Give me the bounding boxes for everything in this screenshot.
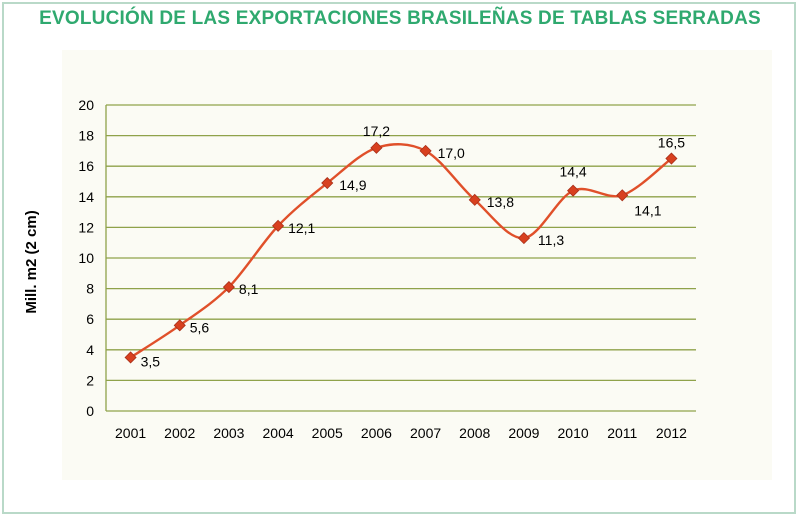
x-tick-label: 2001: [115, 425, 146, 441]
x-tick-label: 2006: [361, 425, 392, 441]
x-tick-label: 2010: [558, 425, 589, 441]
series-line: [129, 143, 673, 359]
grid-lines: [105, 104, 696, 412]
data-point: [272, 219, 285, 232]
data-label: 8,1: [239, 281, 259, 297]
x-tick-label: 2007: [410, 425, 441, 441]
y-tick-label: 2: [86, 372, 94, 388]
data-point: [665, 152, 678, 165]
y-tick-label: 6: [86, 311, 94, 327]
data-label: 5,6: [190, 319, 210, 335]
data-point: [124, 351, 137, 364]
x-tick-label: 2002: [164, 425, 195, 441]
y-tick-label: 20: [78, 97, 94, 113]
data-label: 17,0: [438, 145, 465, 161]
data-label: 14,9: [339, 177, 366, 193]
x-tick-label: 2008: [459, 425, 490, 441]
data-label: 14,1: [634, 202, 661, 218]
y-tick-label: 18: [78, 128, 94, 144]
x-tick-label: 2012: [656, 425, 687, 441]
data-label: 17,2: [363, 123, 390, 139]
y-axis-ticks: 0 2 4 6 8 10 12 14 16 18 20: [78, 97, 94, 419]
data-label: 3,5: [141, 353, 161, 369]
y-axis-label: Mill. m2 (2 cm): [23, 210, 40, 313]
chart-title: EVOLUCIÓN DE LAS EXPORTACIONES BRASILEÑA…: [39, 8, 761, 29]
y-tick-label: 8: [86, 281, 94, 297]
x-tick-label: 2003: [213, 425, 244, 441]
data-point: [370, 141, 383, 154]
x-tick-label: 2005: [312, 425, 343, 441]
data-label: 16,5: [658, 135, 685, 151]
y-tick-label: 4: [86, 342, 94, 358]
data-label: 11,3: [538, 232, 564, 248]
data-markers: [124, 141, 678, 364]
data-point: [222, 281, 235, 294]
x-tick-label: 2011: [607, 425, 637, 441]
y-tick-label: 14: [78, 189, 94, 205]
y-tick-label: 16: [78, 158, 94, 174]
data-label: 13,8: [487, 194, 514, 210]
plot-panel: [62, 50, 772, 480]
y-tick-label: 12: [78, 219, 94, 235]
data-point: [616, 189, 629, 202]
data-point: [517, 232, 530, 245]
x-axis-ticks: 2001 2002 2003 2004 2005 2006 2007 2008 2009 2010…: [115, 425, 687, 441]
y-tick-label: 0: [86, 403, 94, 419]
series-path: [129, 143, 673, 359]
data-point: [419, 144, 432, 157]
data-point: [567, 184, 580, 197]
x-tick-label: 2004: [263, 425, 294, 441]
x-tick-label: 2009: [508, 425, 539, 441]
data-point: [468, 193, 481, 206]
data-label: 14,4: [559, 164, 586, 180]
data-point: [321, 176, 334, 190]
data-point: [173, 319, 186, 332]
y-tick-label: 10: [78, 250, 94, 266]
data-labels: 3,5 5,6 8,1 12,1 14,9 17,2 17,0 13,8 11,3 14,4 14,…: [141, 123, 686, 370]
data-label: 12,1: [288, 220, 315, 236]
